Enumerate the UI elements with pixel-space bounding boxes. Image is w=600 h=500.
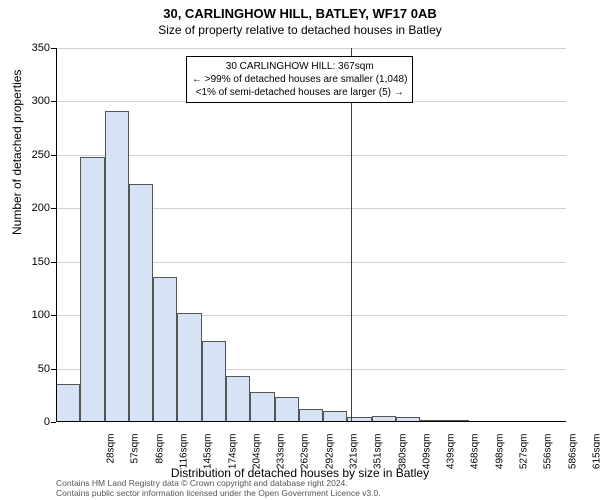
annotation-line: <1% of semi-detached houses are larger (… — [192, 86, 407, 99]
grid-line — [56, 155, 566, 156]
y-tick-label: 300 — [20, 95, 50, 107]
y-tick-label: 250 — [20, 149, 50, 161]
footer-attribution: Contains HM Land Registry data © Crown c… — [56, 478, 381, 498]
bar — [129, 184, 153, 422]
x-axis-line — [56, 421, 566, 422]
footer-line-2: Contains public sector information licen… — [56, 488, 381, 498]
x-tick-label: 380sqm — [397, 434, 408, 480]
x-tick-label: 351sqm — [373, 434, 384, 480]
marker-line — [351, 48, 352, 422]
annotation-line: 30 CARLINGHOW HILL: 367sqm — [192, 60, 407, 73]
bar — [80, 157, 104, 422]
bar — [177, 313, 201, 422]
x-tick-label: 233sqm — [276, 434, 287, 480]
x-tick-label: 57sqm — [130, 434, 141, 480]
chart-subtitle: Size of property relative to detached ho… — [0, 21, 600, 37]
grid-line — [56, 48, 566, 49]
bar — [275, 397, 299, 422]
x-tick-label: 174sqm — [227, 434, 238, 480]
x-tick-label: 145sqm — [203, 434, 214, 480]
bar — [250, 392, 274, 422]
x-tick-label: 586sqm — [567, 434, 578, 480]
x-tick-label: 556sqm — [543, 434, 554, 480]
chart-title: 30, CARLINGHOW HILL, BATLEY, WF17 0AB — [0, 0, 600, 21]
x-tick-label: 439sqm — [446, 434, 457, 480]
x-tick-label: 615sqm — [591, 434, 600, 480]
y-tick-label: 50 — [20, 363, 50, 375]
bar — [56, 384, 80, 422]
annotation-line: ← >99% of detached houses are smaller (1… — [192, 73, 407, 86]
annotation-box: 30 CARLINGHOW HILL: 367sqm← >99% of deta… — [186, 56, 413, 103]
x-tick-label: 498sqm — [494, 434, 505, 480]
x-tick-label: 28sqm — [106, 434, 117, 480]
x-tick-label: 409sqm — [421, 434, 432, 480]
plot-area: 30 CARLINGHOW HILL: 367sqm← >99% of deta… — [56, 48, 566, 422]
bar — [226, 376, 250, 422]
x-tick-label: 262sqm — [300, 434, 311, 480]
bar — [153, 277, 177, 422]
y-axis-line — [56, 48, 57, 422]
y-tick-label: 350 — [20, 42, 50, 54]
x-tick-label: 468sqm — [470, 434, 481, 480]
y-tick-label: 200 — [20, 202, 50, 214]
x-tick-label: 116sqm — [179, 434, 190, 480]
y-tick-mark — [51, 422, 56, 423]
y-tick-label: 100 — [20, 309, 50, 321]
bar — [202, 341, 226, 422]
y-tick-label: 150 — [20, 256, 50, 268]
y-tick-label: 0 — [20, 416, 50, 428]
chart-area: 30 CARLINGHOW HILL: 367sqm← >99% of deta… — [56, 48, 566, 422]
x-tick-label: 527sqm — [519, 434, 530, 480]
x-tick-label: 321sqm — [349, 434, 360, 480]
x-tick-label: 86sqm — [154, 434, 165, 480]
x-tick-label: 292sqm — [324, 434, 335, 480]
bar — [105, 111, 129, 422]
x-tick-label: 204sqm — [251, 434, 262, 480]
